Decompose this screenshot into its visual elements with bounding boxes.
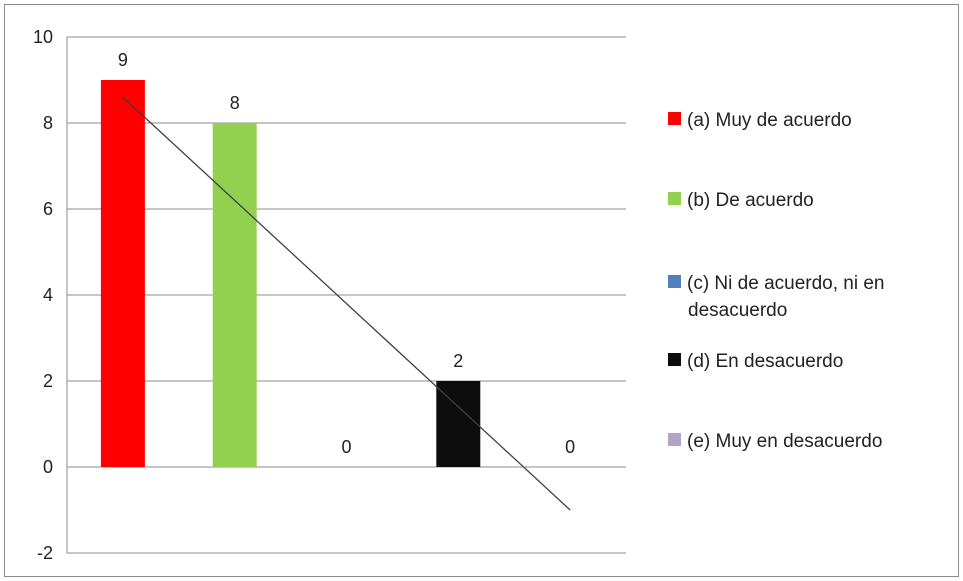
y-tick-label: 0 [43,457,53,477]
y-tick-label: 2 [43,371,53,391]
bar-d [436,381,481,467]
trendline [122,96,571,511]
data-label-c: 0 [341,437,351,457]
bar-b [212,123,257,467]
legend-label-b: (b) De acuerdo [687,190,814,211]
data-label-b: 8 [230,93,240,113]
legend-label-d: (d) En desacuerdo [687,351,843,372]
legend-swatch-d [668,353,681,366]
legend-label-c: (c) Ni de acuerdo, ni en [687,273,885,294]
legend-swatch-a [668,112,681,125]
legend-swatch-c [668,275,681,288]
legend-label-c: desacuerdo [688,300,787,321]
chart-frame [4,4,959,577]
y-tick-label: 10 [33,27,53,47]
legend-label-e: (e) Muy en desacuerdo [687,431,882,452]
y-tick-label: -2 [37,543,53,563]
data-label-e: 0 [565,437,575,457]
y-tick-label: 4 [43,285,53,305]
y-tick-label: 8 [43,113,53,133]
legend-swatch-b [668,192,681,205]
data-label-d: 2 [453,351,463,371]
legend-swatch-e [668,433,681,446]
data-label-a: 9 [118,50,128,70]
bar-a [100,80,145,467]
legend-label-a: (a) Muy de acuerdo [687,110,852,131]
y-tick-label: 6 [43,199,53,219]
